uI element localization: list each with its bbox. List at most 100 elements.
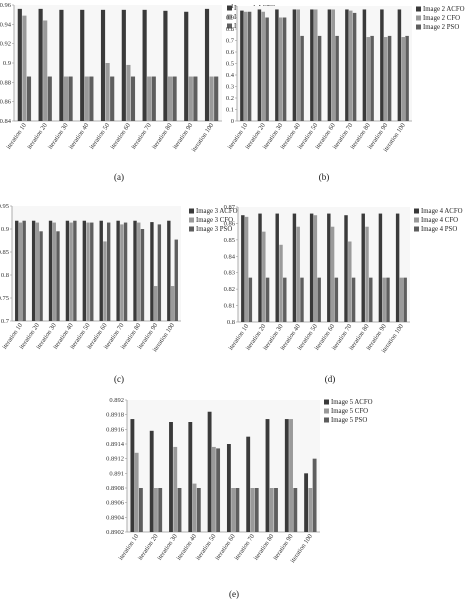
bar-cfo-3 bbox=[279, 244, 283, 322]
bar-pso-9 bbox=[193, 76, 198, 121]
bar-cfo-6 bbox=[231, 488, 236, 532]
legend-label: Image 5 PSO bbox=[331, 417, 367, 424]
legend-swatch-acfo bbox=[414, 208, 419, 214]
bar-pso-3 bbox=[282, 17, 287, 121]
y-tick-label: 0.5 bbox=[226, 61, 234, 68]
y-tick-label: 0.8 bbox=[226, 26, 234, 33]
legend-swatch-acfo bbox=[189, 208, 194, 214]
bar-acfo-4 bbox=[80, 9, 85, 121]
y-tick-label: 0.82 bbox=[224, 286, 235, 293]
legend-swatch-pso bbox=[416, 24, 421, 30]
bar-acfo-1 bbox=[17, 8, 22, 121]
legend-label: Image 4 CFO bbox=[421, 217, 458, 224]
bar-pso-4 bbox=[73, 220, 77, 321]
legend-swatch-cfo bbox=[416, 15, 421, 21]
bar-pso-1 bbox=[138, 488, 143, 532]
y-tick-label: 0.92 bbox=[0, 41, 11, 48]
bar-acfo-7 bbox=[116, 220, 120, 321]
y-tick-label: 0.8908 bbox=[106, 485, 124, 492]
y-tick-label: 0.81 bbox=[224, 303, 235, 310]
bar-pso-4 bbox=[300, 35, 304, 121]
bar-pso-6 bbox=[106, 222, 111, 321]
bar-acfo-5 bbox=[310, 9, 314, 122]
y-tick-label: 0.8 bbox=[227, 319, 235, 326]
bar-pso-3 bbox=[283, 277, 287, 322]
y-tick-label: 0.87 bbox=[224, 204, 236, 211]
y-tick-label: 0.8906 bbox=[106, 500, 125, 507]
bar-pso-3 bbox=[68, 76, 73, 121]
y-tick-label: 0.96 bbox=[0, 2, 12, 9]
bar-cfo-10 bbox=[209, 76, 214, 121]
bar-cfo-5 bbox=[314, 9, 318, 122]
legend-swatch-pso bbox=[227, 23, 232, 29]
bar-cfo-10 bbox=[401, 37, 405, 121]
x-tick-label: iteration 70 bbox=[130, 122, 153, 150]
bar-pso-10 bbox=[312, 458, 317, 532]
bar-acfo-10 bbox=[167, 220, 171, 321]
bar-pso-10 bbox=[403, 277, 407, 322]
bar-cfo-7 bbox=[147, 76, 152, 121]
bar-pso-7 bbox=[352, 12, 357, 121]
legend-label: Image 2 PSO bbox=[423, 24, 459, 31]
bar-cfo-5 bbox=[211, 446, 216, 532]
bar-acfo-4 bbox=[292, 213, 297, 322]
bar-cfo-3 bbox=[279, 17, 283, 121]
bar-acfo-7 bbox=[345, 9, 349, 122]
bar-acfo-5 bbox=[100, 9, 106, 121]
x-tick-label: iteration 10 bbox=[5, 122, 28, 150]
bar-pso-3 bbox=[56, 231, 60, 321]
bar-acfo-6 bbox=[327, 9, 332, 122]
chart-panel-4: 0.80.810.820.830.840.850.860.87iteration… bbox=[224, 204, 463, 384]
y-tick-label: 0.2 bbox=[226, 95, 234, 102]
legend-swatch-acfo bbox=[416, 6, 421, 12]
bar-acfo-6 bbox=[121, 9, 126, 121]
bar-pso-8 bbox=[140, 229, 145, 321]
bar-acfo-8 bbox=[133, 220, 137, 321]
legend-swatch-pso bbox=[414, 226, 419, 232]
bar-acfo-5 bbox=[309, 213, 314, 322]
y-tick-label: 0.9 bbox=[226, 15, 234, 22]
y-tick-label: 0.86 bbox=[0, 99, 12, 106]
bar-acfo-4 bbox=[292, 9, 297, 122]
legend-label: Image 5 ACFO bbox=[331, 399, 373, 406]
bar-pso-6 bbox=[334, 277, 339, 322]
bar-pso-7 bbox=[351, 277, 356, 322]
bar-cfo-3 bbox=[52, 222, 56, 321]
bar-cfo-6 bbox=[330, 226, 335, 322]
y-tick-label: 0.85 bbox=[0, 249, 9, 256]
bar-pso-1 bbox=[26, 76, 32, 121]
y-tick-label: 0.892 bbox=[109, 397, 124, 404]
bar-acfo-9 bbox=[380, 9, 384, 122]
legend-label: Image 3 PSO bbox=[196, 226, 232, 233]
bar-cfo-4 bbox=[69, 222, 73, 321]
bar-acfo-4 bbox=[65, 220, 70, 321]
bar-acfo-6 bbox=[327, 213, 331, 322]
bar-acfo-4 bbox=[188, 422, 193, 532]
bar-cfo-2 bbox=[43, 20, 48, 121]
y-tick-label: 0.84 bbox=[224, 253, 236, 260]
bar-cfo-3 bbox=[173, 446, 178, 532]
y-tick-label: 0.1 bbox=[226, 107, 234, 114]
y-tick-label: 0.8914 bbox=[106, 441, 125, 448]
y-tick-label: 0.8916 bbox=[106, 426, 125, 433]
legend-swatch-cfo bbox=[414, 217, 419, 223]
legend-swatch-cfo bbox=[227, 14, 232, 20]
bar-pso-8 bbox=[369, 277, 373, 322]
bar-pso-8 bbox=[274, 488, 278, 532]
panel-caption: (b) bbox=[319, 172, 330, 182]
bar-acfo-3 bbox=[275, 213, 279, 322]
bar-pso-9 bbox=[386, 277, 390, 322]
bar-pso-9 bbox=[387, 35, 392, 121]
bar-cfo-10 bbox=[399, 277, 404, 322]
bar-cfo-2 bbox=[154, 488, 158, 532]
bar-cfo-8 bbox=[269, 488, 274, 532]
y-tick-label: 0.94 bbox=[0, 21, 12, 28]
bar-cfo-8 bbox=[167, 76, 173, 121]
bar-pso-2 bbox=[39, 231, 43, 321]
bar-pso-4 bbox=[300, 277, 304, 322]
x-tick-label: iteration 20 bbox=[26, 122, 49, 150]
bar-cfo-9 bbox=[289, 419, 293, 532]
